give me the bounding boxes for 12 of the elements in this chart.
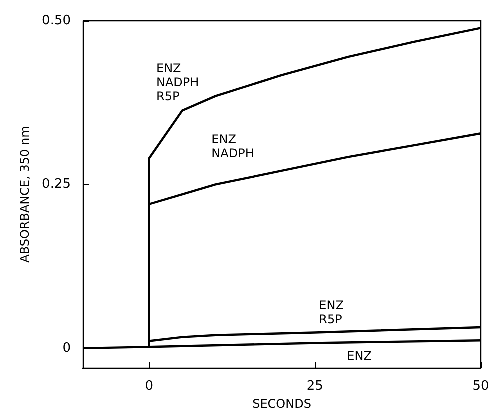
series-label: ENZ NADPH R5P [156,62,200,104]
x-tick-label: 50 [472,379,490,394]
y-tick-label: 0.25 [42,177,71,192]
x-tick-label: 25 [306,379,324,394]
x-tick-label: 0 [145,379,154,394]
y-tick-label: 0.50 [42,14,71,28]
x-axis-title: SECONDS [252,397,312,411]
series-label: ENZ NADPH [212,132,254,161]
series-label: ENZ [347,349,372,364]
series-label: ENZ R5P [319,298,344,327]
y-axis-title: ABSORBANCE, 350 nm [18,126,32,263]
y-tick-label: 0 [62,340,71,356]
